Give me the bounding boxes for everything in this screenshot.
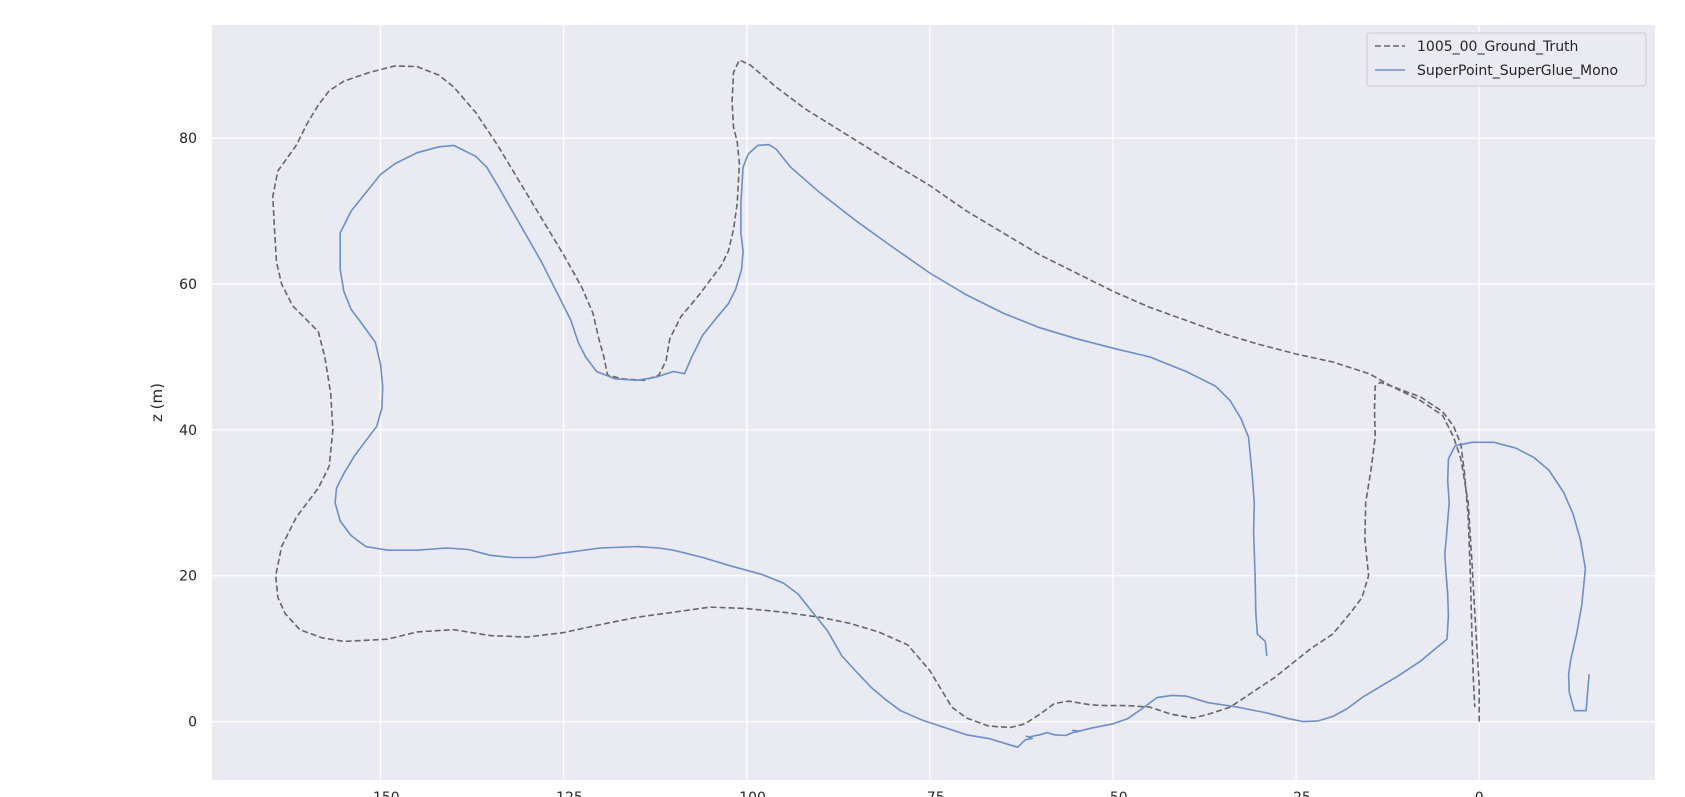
legend-label-ground-truth: 1005_00_Ground_Truth bbox=[1417, 39, 1578, 55]
series-line-1 bbox=[334, 143, 1590, 748]
y-tick-label: 0 bbox=[188, 715, 197, 731]
x-tick-label: 0 bbox=[1475, 790, 1484, 797]
y-tick-label: 80 bbox=[179, 131, 197, 147]
legend: 1005_00_Ground_Truth SuperPoint_SuperGlu… bbox=[1366, 32, 1647, 87]
y-tick-label: 20 bbox=[179, 569, 197, 585]
legend-frame bbox=[1366, 32, 1647, 87]
legend-label-superpoint-superglue: SuperPoint_SuperGlue_Mono bbox=[1417, 63, 1618, 79]
x-tick-label: −50 bbox=[1098, 790, 1128, 797]
plot-area bbox=[212, 25, 1655, 780]
y-tick-label: 40 bbox=[179, 423, 197, 439]
x-tick-label: −100 bbox=[727, 790, 765, 797]
y-tick-label: 60 bbox=[179, 277, 197, 293]
x-tick-label: −125 bbox=[544, 790, 582, 797]
y-tick-labels: 0 20 40 60 80 bbox=[179, 131, 197, 731]
series-line-0 bbox=[272, 59, 1480, 729]
series-layer bbox=[272, 59, 1590, 748]
x-tick-labels: −150 −125 −100 −75 −50 −25 0 bbox=[361, 790, 1483, 797]
x-tick-label: −25 bbox=[1281, 790, 1311, 797]
grid-lines bbox=[212, 25, 1655, 780]
x-tick-label: −75 bbox=[915, 790, 945, 797]
y-axis-label: z (m) bbox=[148, 383, 166, 422]
x-tick-label: −150 bbox=[361, 790, 399, 797]
